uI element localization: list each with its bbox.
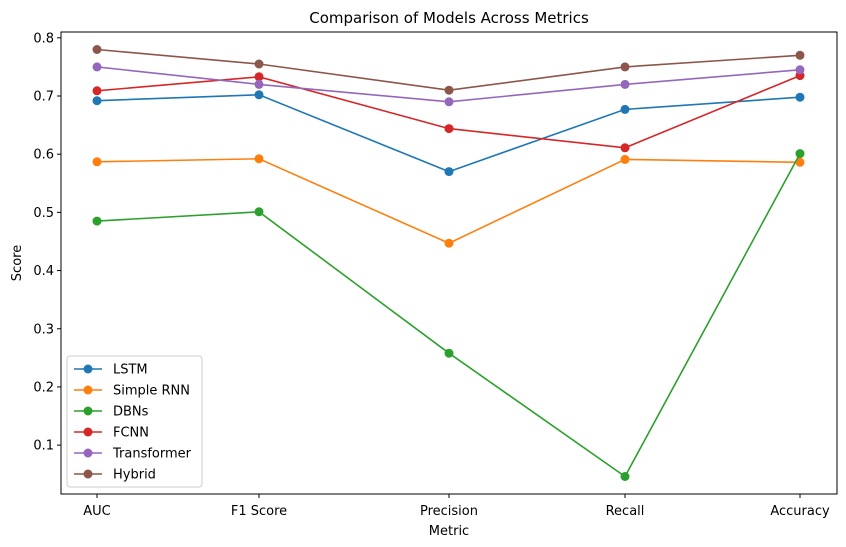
data-point bbox=[92, 216, 102, 226]
data-point bbox=[444, 348, 454, 358]
y-axis: 0.1 0.2 0.3 0.4 0.5 0.6 0.7 0.8 bbox=[33, 31, 61, 454]
data-point bbox=[620, 79, 630, 89]
data-point bbox=[92, 62, 102, 72]
legend-marker bbox=[83, 448, 93, 458]
data-point bbox=[795, 157, 805, 167]
legend-marker bbox=[83, 427, 93, 437]
data-point bbox=[254, 90, 264, 100]
data-point bbox=[254, 207, 264, 217]
legend: LSTM Simple RNN DBNs FCNN Transformer Hybrid bbox=[66, 355, 203, 488]
data-point bbox=[620, 104, 630, 114]
data-point bbox=[254, 154, 264, 164]
data-point bbox=[444, 97, 454, 107]
data-point bbox=[92, 45, 102, 54]
series-layer bbox=[92, 45, 805, 481]
legend-label: FCNN bbox=[113, 426, 149, 441]
legend-marker bbox=[83, 364, 93, 374]
data-point bbox=[254, 59, 264, 69]
y-tick-label: 0.4 bbox=[33, 264, 54, 279]
y-tick-label: 0.1 bbox=[33, 439, 54, 454]
legend-item: Transformer bbox=[74, 447, 192, 462]
y-tick-label: 0.7 bbox=[33, 90, 54, 105]
series-simple-rnn bbox=[92, 154, 805, 248]
y-axis-label: Score bbox=[10, 245, 25, 281]
data-point bbox=[92, 86, 102, 96]
data-point bbox=[620, 143, 630, 153]
series-hybrid bbox=[92, 45, 805, 95]
legend-item: LSTM bbox=[74, 363, 148, 378]
x-tick-label: Recall bbox=[606, 504, 645, 519]
legend-item: Simple RNN bbox=[74, 384, 190, 399]
series-lstm bbox=[92, 90, 805, 177]
legend-item: FCNN bbox=[74, 426, 149, 441]
data-point bbox=[444, 124, 454, 134]
data-point bbox=[795, 149, 805, 159]
legend-item: DBNs bbox=[74, 405, 149, 420]
chart-title: Comparison of Models Across Metrics bbox=[309, 9, 589, 27]
x-tick-label: AUC bbox=[83, 504, 111, 519]
series-dbns bbox=[92, 149, 805, 481]
legend-item: Hybrid bbox=[74, 468, 156, 483]
x-tick-label: F1 Score bbox=[231, 504, 287, 519]
data-point bbox=[444, 238, 454, 248]
legend-marker bbox=[83, 406, 93, 416]
data-point bbox=[254, 79, 264, 89]
data-point bbox=[620, 472, 630, 481]
x-tick-label: Precision bbox=[420, 504, 478, 519]
x-tick-label: Accuracy bbox=[770, 504, 830, 519]
data-point bbox=[620, 62, 630, 72]
y-tick-label: 0.5 bbox=[33, 206, 54, 221]
legend-label: Simple RNN bbox=[113, 384, 190, 399]
data-point bbox=[620, 154, 630, 164]
legend-label: LSTM bbox=[113, 363, 148, 378]
legend-label: Transformer bbox=[112, 447, 192, 462]
data-point bbox=[444, 85, 454, 95]
data-point bbox=[795, 92, 805, 102]
data-point bbox=[92, 157, 102, 167]
legend-label: DBNs bbox=[113, 405, 149, 420]
legend-marker bbox=[83, 385, 93, 395]
data-point bbox=[795, 65, 805, 75]
y-tick-label: 0.6 bbox=[33, 148, 54, 163]
y-tick-label: 0.3 bbox=[33, 322, 54, 337]
data-point bbox=[92, 96, 102, 106]
data-point bbox=[795, 50, 805, 60]
data-point bbox=[254, 72, 264, 82]
legend-label: Hybrid bbox=[113, 468, 156, 483]
x-axis: AUC F1 Score Precision Recall Accuracy bbox=[83, 494, 830, 519]
legend-marker bbox=[83, 469, 93, 479]
y-tick-label: 0.2 bbox=[33, 380, 54, 395]
legend-box bbox=[66, 355, 203, 488]
data-point bbox=[444, 167, 454, 177]
y-tick-label: 0.8 bbox=[33, 31, 54, 46]
series-transformer bbox=[92, 62, 805, 107]
x-axis-label: Metric bbox=[429, 524, 469, 539]
